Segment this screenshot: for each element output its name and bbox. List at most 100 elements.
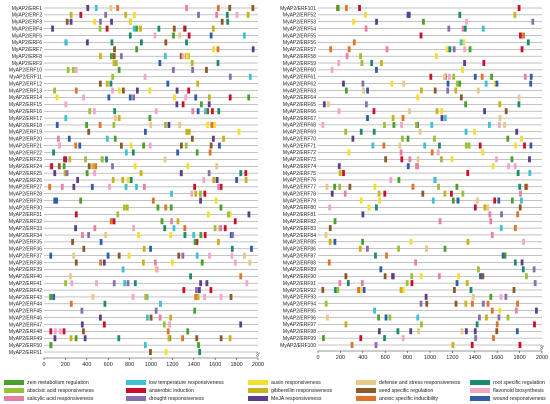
cis-element-box xyxy=(99,53,102,60)
cis-element-box xyxy=(526,39,530,46)
cis-element-box xyxy=(529,80,533,87)
cis-element-box xyxy=(228,73,232,80)
cis-element-box xyxy=(344,87,348,94)
cis-element-box xyxy=(488,211,492,218)
cis-element-box xyxy=(78,142,82,149)
cis-element-box xyxy=(142,142,146,149)
cis-element-box xyxy=(82,245,86,252)
x-tick-label: 600 xyxy=(104,362,113,368)
cis-element-box xyxy=(429,73,433,80)
cis-element-box xyxy=(93,18,96,25)
gene-label: MyAP2/ERF19 xyxy=(9,130,42,136)
cis-element-box xyxy=(159,300,162,307)
cis-element-box xyxy=(91,163,95,170)
legend-swatch xyxy=(356,396,376,402)
gene-label: MyAP2/ERF72 xyxy=(283,150,316,156)
cis-element-box xyxy=(389,176,393,183)
cis-element-box xyxy=(416,314,420,321)
gene-label: MyAP2/ERF99 xyxy=(283,336,316,342)
cis-element-box xyxy=(450,190,453,197)
cis-element-box xyxy=(68,273,72,280)
cis-element-box xyxy=(149,245,152,252)
cis-element-box xyxy=(148,115,152,122)
cis-element-box xyxy=(493,80,497,87)
cis-element-box xyxy=(477,266,480,273)
cis-element-box xyxy=(169,314,172,321)
cis-element-box xyxy=(230,245,234,252)
cis-element-box xyxy=(401,135,404,142)
cis-element-box xyxy=(405,280,409,287)
cis-element-box xyxy=(69,335,73,342)
cis-element-box xyxy=(196,108,200,115)
cis-element-box xyxy=(518,183,522,190)
cis-element-box xyxy=(135,183,138,190)
cis-element-box xyxy=(177,252,181,259)
cis-element-box xyxy=(49,342,53,349)
cis-element-box xyxy=(370,60,374,67)
cis-element-box xyxy=(448,73,451,80)
gene-label: MyAP2/ERF9 xyxy=(12,61,43,67)
cis-element-box xyxy=(481,25,485,32)
cis-element-box xyxy=(483,108,486,115)
gene-label: MyAP2/ERF22 xyxy=(9,150,42,156)
cis-element-box xyxy=(233,218,237,225)
cis-element-box xyxy=(64,115,68,122)
cis-element-box xyxy=(190,135,194,142)
cis-element-box xyxy=(359,128,363,135)
cis-element-box xyxy=(166,80,170,87)
gene-label: MyAP2/ERF2 xyxy=(12,13,43,19)
cis-element-box xyxy=(410,280,414,287)
cis-element-box xyxy=(476,197,479,204)
cis-element-box xyxy=(225,11,229,18)
cis-element-box xyxy=(436,149,440,156)
gene-label: MyAP2/ERF70 xyxy=(283,136,316,142)
gene-label: MyAP2/ERF64 xyxy=(283,95,316,101)
cis-element-box xyxy=(409,238,413,245)
gene-label: MyAP2/ERF31 xyxy=(9,212,42,218)
cis-element-box xyxy=(110,39,114,46)
cis-element-box xyxy=(148,87,152,94)
gene-label: MyAP2/ERF71 xyxy=(283,143,316,149)
cis-element-box xyxy=(157,25,161,32)
cis-element-box xyxy=(74,225,77,232)
cis-element-box xyxy=(518,204,522,211)
cis-element-box xyxy=(76,177,80,183)
cis-element-box xyxy=(52,149,55,156)
x-tick-label: 1400 xyxy=(188,362,200,368)
cis-element-box xyxy=(371,142,375,149)
legend-label: flavonoid biosynthesis xyxy=(493,388,544,394)
cis-element-box xyxy=(333,218,337,225)
legend-label: low temperature responsiveness xyxy=(149,380,224,386)
cis-element-box xyxy=(360,280,364,287)
gene-label: MyAP2/ERF91 xyxy=(283,281,316,287)
legend-item: defense and stress responsiveness xyxy=(356,378,460,388)
cis-element-box xyxy=(321,286,325,293)
cis-element-box xyxy=(251,5,255,11)
cis-element-box xyxy=(364,11,367,18)
cis-element-box xyxy=(172,32,175,39)
cis-element-box xyxy=(493,197,497,204)
cis-element-box xyxy=(464,300,468,307)
cis-element-box xyxy=(533,321,536,328)
cis-element-box xyxy=(378,197,381,204)
gene-label: MyAP2/ERF94 xyxy=(283,302,316,308)
legend-swatch xyxy=(248,380,268,386)
gene-label: MyAP2/ERF100 xyxy=(280,343,316,349)
cis-element-box xyxy=(465,280,469,287)
cis-element-box xyxy=(510,156,514,163)
x-tick-label: 2000 xyxy=(252,362,264,368)
cis-element-box xyxy=(172,25,176,32)
cis-element-box xyxy=(212,177,216,183)
cis-element-box xyxy=(173,94,176,101)
cis-element-box xyxy=(215,177,219,183)
x-tick-label: 800 xyxy=(125,362,134,368)
cis-element-box xyxy=(207,94,211,101)
cis-element-box xyxy=(217,183,221,190)
cis-element-box xyxy=(399,286,403,293)
cis-element-box xyxy=(521,266,525,273)
cis-element-box xyxy=(401,286,405,293)
cis-element-box xyxy=(128,94,132,101)
cis-element-box xyxy=(337,163,341,170)
cis-element-box xyxy=(484,80,488,87)
cis-element-box xyxy=(248,73,252,80)
